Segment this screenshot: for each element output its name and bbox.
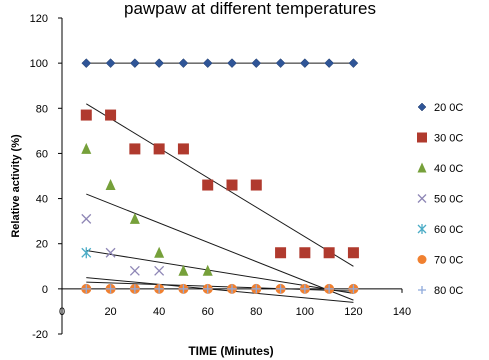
trendline (86, 193, 354, 301)
data-point (153, 143, 165, 155)
chart-title: pawpaw at different temperatures (124, 0, 376, 18)
data-point (80, 109, 92, 121)
data-point (130, 284, 140, 294)
data-point (202, 179, 214, 191)
data-point (154, 246, 165, 258)
data-point (227, 58, 237, 68)
data-point (129, 212, 140, 224)
data-point (178, 58, 189, 68)
y-tick-label: 120 (30, 13, 48, 25)
legend-label: 70 0C (434, 255, 463, 267)
x-tick-label: 120 (344, 306, 362, 318)
y-axis-label: Relative activity (%) (10, 134, 22, 238)
data-point (202, 264, 213, 276)
data-point (154, 265, 165, 276)
y-tick-label: 100 (30, 58, 48, 70)
data-point (324, 58, 334, 68)
legend-marker (417, 132, 427, 143)
data-point (323, 247, 335, 259)
data-point (275, 247, 287, 259)
data-point (226, 179, 238, 191)
x-tick-label: 20 (104, 306, 116, 318)
x-axis-label: TIME (Minutes) (188, 344, 273, 358)
data-point (81, 58, 92, 68)
legend-label: 40 0C (434, 163, 463, 175)
data-point (275, 58, 286, 68)
trendline (86, 277, 354, 303)
legend-marker (418, 286, 426, 294)
data-point (251, 284, 261, 294)
data-points (80, 58, 359, 294)
data-point (81, 213, 92, 224)
data-point (106, 284, 116, 294)
y-tick-label: 80 (36, 103, 48, 115)
data-point (129, 143, 141, 155)
data-point (251, 58, 262, 68)
data-point (105, 109, 117, 121)
data-point (81, 247, 92, 259)
data-point (348, 58, 359, 68)
data-point (178, 264, 189, 276)
y-tick-label: -20 (32, 329, 48, 341)
x-tick-label: 40 (153, 306, 165, 318)
legend-marker (417, 194, 427, 203)
data-point (105, 58, 116, 68)
data-point (177, 143, 189, 155)
legend-label: 50 0C (434, 194, 463, 206)
data-point (324, 284, 334, 294)
y-tick-label: 40 (36, 194, 48, 206)
x-tick-label: 0 (59, 306, 65, 318)
data-point (276, 284, 286, 294)
chart-axes: -20 0 20 40 60 80 100 120 0 20 40 60 80 100 120 140 (30, 13, 412, 341)
x-tick-label: 100 (296, 306, 314, 318)
x-tick-label: 80 (250, 306, 262, 318)
y-tick-label: 20 (36, 239, 48, 251)
legend-label: 60 0C (434, 224, 463, 236)
trendlines (86, 103, 354, 303)
data-point (178, 284, 188, 294)
legend-marker (417, 255, 427, 264)
y-tick-label: 60 (36, 148, 48, 160)
data-point (81, 284, 91, 294)
x-tick-label: 60 (202, 306, 214, 318)
data-point (250, 179, 262, 191)
data-point (105, 247, 116, 258)
legend-marker (417, 224, 427, 234)
data-point (299, 247, 311, 259)
data-point (347, 247, 359, 259)
legend-marker (417, 102, 427, 112)
legend-label: 20 0C (434, 102, 463, 114)
data-point (154, 58, 164, 68)
legend-label: 30 0C (434, 133, 463, 145)
data-point (129, 265, 140, 276)
data-point (300, 58, 310, 68)
legend: 20 0C 30 0C 40 0C 50 0C 60 0C 70 0C 80 0C (417, 102, 463, 297)
data-point (202, 58, 213, 68)
data-point (227, 284, 237, 294)
data-point (130, 58, 140, 68)
data-point (154, 284, 164, 294)
data-point (105, 179, 116, 191)
legend-marker (417, 162, 427, 173)
data-point (81, 142, 92, 154)
x-tick-label: 140 (393, 306, 411, 318)
legend-label: 80 0C (434, 285, 463, 297)
data-point (203, 284, 213, 294)
trendline (86, 103, 354, 267)
data-point (348, 284, 358, 294)
data-point (300, 284, 310, 294)
y-tick-label: 0 (42, 284, 48, 296)
